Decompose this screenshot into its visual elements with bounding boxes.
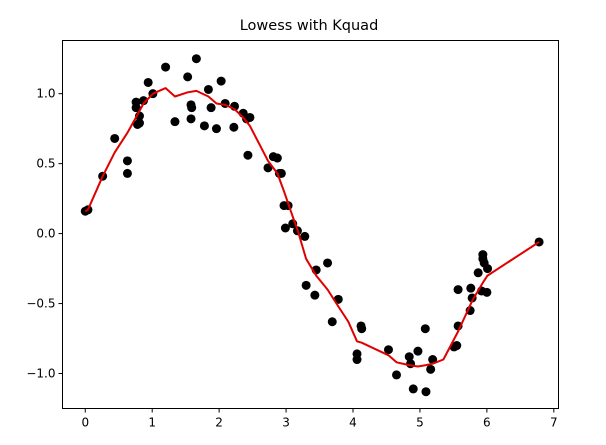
data-point bbox=[483, 264, 493, 274]
data-point bbox=[357, 324, 367, 334]
data-point bbox=[482, 287, 492, 297]
x-tick-label: 0 bbox=[81, 416, 89, 430]
x-axis: 0 1 2 3 4 5 6 7 bbox=[81, 408, 558, 430]
data-point bbox=[243, 150, 253, 160]
data-point bbox=[122, 156, 132, 166]
data-point bbox=[323, 258, 333, 268]
lowess-fit-line bbox=[84, 87, 540, 368]
data-point bbox=[300, 231, 310, 241]
data-point bbox=[408, 384, 418, 394]
x-tick-label: 3 bbox=[282, 416, 290, 430]
x-tick-label: 7 bbox=[550, 416, 558, 430]
data-point bbox=[183, 72, 193, 82]
data-point bbox=[420, 324, 430, 334]
data-point bbox=[191, 54, 201, 64]
data-point bbox=[404, 352, 414, 362]
data-point bbox=[453, 285, 463, 295]
data-point bbox=[186, 114, 196, 124]
data-point bbox=[263, 163, 273, 173]
data-point bbox=[122, 168, 132, 178]
data-point bbox=[170, 117, 180, 127]
x-tick-label: 1 bbox=[148, 416, 156, 430]
data-point bbox=[245, 112, 255, 122]
y-axis: −1.0 −0.5 0.0 0.5 1.0 bbox=[26, 87, 63, 381]
data-point bbox=[310, 290, 320, 300]
data-point bbox=[392, 370, 402, 380]
y-tick-label: 1.0 bbox=[36, 87, 55, 101]
plot-area bbox=[80, 54, 544, 397]
x-tick-label: 4 bbox=[349, 416, 357, 430]
data-point bbox=[143, 77, 153, 87]
data-point bbox=[110, 133, 120, 143]
data-point bbox=[352, 355, 362, 365]
data-point bbox=[473, 268, 483, 278]
data-point bbox=[229, 122, 239, 132]
x-tick-label: 5 bbox=[416, 416, 424, 430]
data-point bbox=[452, 341, 462, 351]
data-point bbox=[426, 364, 436, 374]
y-tick-label: 0.0 bbox=[36, 227, 55, 241]
chart-title: Lowess with Kquad bbox=[240, 18, 379, 34]
y-tick-label: −0.5 bbox=[26, 297, 55, 311]
data-point bbox=[383, 345, 393, 355]
data-point bbox=[203, 84, 213, 94]
data-point bbox=[272, 153, 282, 163]
data-point bbox=[161, 62, 171, 72]
data-point bbox=[413, 346, 423, 356]
y-tick-label: 0.5 bbox=[36, 157, 55, 171]
data-point bbox=[216, 76, 226, 86]
x-tick-label: 6 bbox=[483, 416, 491, 430]
data-point bbox=[131, 103, 141, 113]
data-point bbox=[199, 121, 209, 131]
data-point bbox=[211, 124, 221, 134]
data-point bbox=[187, 103, 197, 113]
axes-frame bbox=[62, 40, 559, 409]
y-tick-label: −1.0 bbox=[26, 367, 55, 381]
data-point bbox=[327, 317, 337, 327]
data-point bbox=[466, 283, 476, 293]
data-point bbox=[280, 223, 290, 233]
data-point bbox=[206, 103, 216, 113]
x-tick-label: 2 bbox=[215, 416, 223, 430]
data-point bbox=[301, 280, 311, 290]
data-point bbox=[421, 387, 431, 397]
data-point bbox=[134, 118, 144, 128]
data-point bbox=[138, 96, 148, 106]
